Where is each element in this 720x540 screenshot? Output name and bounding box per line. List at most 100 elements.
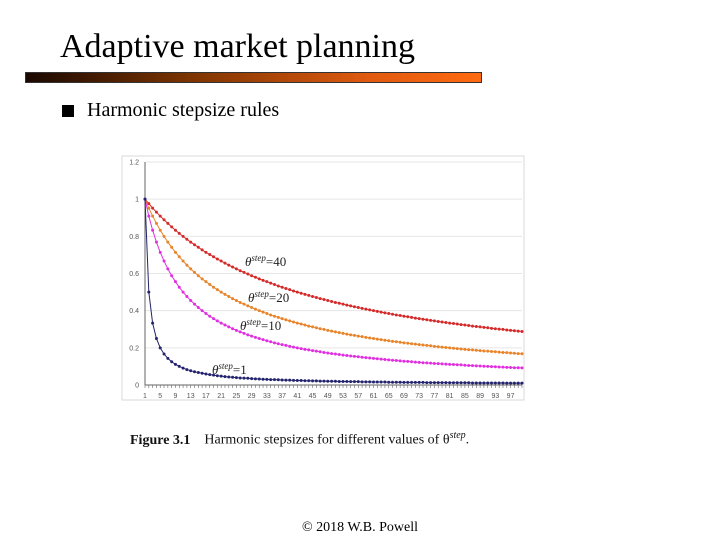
data-point: [516, 381, 520, 385]
data-point: [413, 316, 417, 320]
data-point: [208, 282, 212, 286]
data-point: [478, 364, 482, 368]
data-point: [257, 309, 261, 313]
x-tick-label: 65: [385, 393, 393, 400]
series-label-sup: step: [251, 253, 266, 263]
data-point: [170, 245, 174, 249]
square-bullet-icon: [62, 104, 74, 117]
data-point: [360, 306, 364, 310]
data-point: [356, 334, 360, 338]
data-point: [463, 347, 467, 351]
data-point: [341, 353, 345, 357]
data-point: [326, 351, 330, 355]
data-point: [360, 355, 364, 359]
data-point: [231, 327, 235, 331]
data-point: [223, 292, 227, 296]
data-point: [189, 240, 193, 244]
data-point: [177, 285, 181, 289]
data-point: [212, 255, 216, 259]
data-point: [292, 378, 296, 382]
data-point: [299, 379, 303, 383]
data-point: [436, 381, 440, 385]
data-point: [307, 348, 311, 352]
data-point: [497, 350, 501, 354]
data-point: [177, 255, 181, 259]
data-point: [505, 351, 509, 355]
data-point: [425, 361, 429, 365]
series-label: θstep=1: [212, 361, 247, 377]
data-point: [394, 313, 398, 317]
data-point: [520, 329, 524, 333]
data-point: [516, 329, 520, 333]
data-point: [394, 358, 398, 362]
data-point: [490, 350, 494, 354]
data-point: [158, 214, 162, 218]
data-point: [257, 337, 261, 341]
data-point: [261, 377, 265, 381]
data-point: [497, 327, 501, 331]
data-point: [292, 320, 296, 324]
data-point: [158, 250, 162, 254]
data-point: [288, 378, 292, 382]
bullet-text: Harmonic stepsize rules: [87, 99, 280, 121]
data-point: [162, 259, 166, 263]
series-line-20: [144, 198, 523, 355]
series-label-value: =40: [266, 254, 286, 269]
data-point: [512, 351, 516, 355]
y-tick-label: 0.8: [129, 234, 139, 241]
data-point: [219, 374, 223, 378]
data-point: [383, 338, 387, 342]
data-point: [212, 317, 216, 321]
x-tick-label: 73: [415, 393, 423, 400]
data-point: [360, 380, 364, 384]
data-point: [352, 333, 356, 337]
data-point: [425, 318, 429, 322]
data-point: [371, 337, 375, 341]
data-point: [333, 330, 337, 334]
data-point: [234, 328, 238, 332]
data-point: [349, 354, 353, 358]
data-point: [501, 381, 505, 385]
data-point: [516, 366, 520, 370]
data-point: [200, 277, 204, 281]
data-point: [345, 303, 349, 307]
data-point: [250, 377, 254, 381]
data-point: [330, 379, 334, 383]
data-point: [421, 361, 425, 365]
data-point: [215, 257, 219, 261]
data-point: [265, 377, 269, 381]
data-point: [448, 321, 452, 325]
data-point: [444, 362, 448, 366]
data-point: [398, 380, 402, 384]
data-point: [467, 348, 471, 352]
data-point: [341, 331, 345, 335]
data-point: [147, 290, 151, 294]
x-tick-label: 85: [461, 393, 469, 400]
data-point: [341, 379, 345, 383]
data-point: [417, 343, 421, 347]
data-point: [448, 346, 452, 350]
data-point: [166, 240, 170, 244]
data-point: [151, 321, 155, 325]
series-label-value: =10: [261, 318, 281, 333]
data-point: [231, 265, 235, 269]
data-point: [227, 325, 231, 329]
data-point: [478, 349, 482, 353]
data-point: [193, 302, 197, 306]
data-point: [147, 202, 151, 206]
data-point: [227, 263, 231, 267]
data-point: [318, 350, 322, 354]
data-point: [455, 347, 459, 351]
x-tick-label: 97: [507, 393, 515, 400]
data-point: [227, 295, 231, 299]
x-tick-label: 17: [202, 393, 210, 400]
data-point: [185, 295, 189, 299]
data-point: [295, 290, 299, 294]
data-point: [166, 221, 170, 225]
series-label-sup: step: [218, 361, 233, 371]
data-point: [265, 280, 269, 284]
data-point: [158, 228, 162, 232]
data-point: [292, 345, 296, 349]
data-point: [154, 337, 158, 341]
data-point: [208, 314, 212, 318]
